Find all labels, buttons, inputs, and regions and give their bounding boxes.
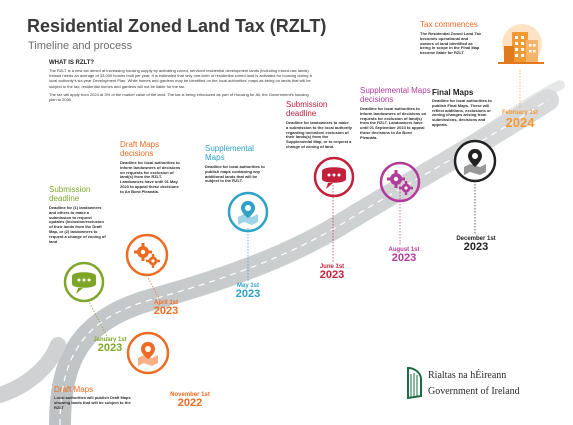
date-month-day: June 1st: [319, 264, 345, 270]
intro-paragraph-1: The RZLT is a new tax aimed at increasin…: [49, 68, 312, 89]
milestone-submission-deadline-1: Submission deadline Deadline for (1) lan…: [49, 185, 109, 244]
milestone-description: Local authorities will publish Draft Map…: [54, 395, 131, 410]
milestone-date: December 1st 2023: [455, 236, 497, 253]
intro-heading: WHAT IS RZLT?: [49, 60, 95, 66]
milestone-description: Deadline for (1) landowners and others t…: [49, 205, 106, 244]
milestone-title: Supplemental Maps decisions: [360, 86, 431, 104]
milestone-title: Tax commences: [420, 20, 478, 29]
date-year: 2022: [177, 397, 203, 409]
speech-bubble-icon: [313, 156, 355, 198]
milestone-date: January 1st 2023: [90, 337, 130, 354]
milestone-draft-maps: Draft Maps Local authorities will publis…: [54, 385, 134, 410]
date-year: 2024: [505, 115, 535, 130]
buildings-icon: [498, 24, 544, 64]
milestone-date: May 1st 2023: [230, 283, 266, 300]
date-year: 2023: [391, 252, 417, 264]
milestone-date: February 1st 2024: [500, 110, 540, 129]
intro-body: The RZLT is a new tax aimed at increasin…: [49, 68, 314, 105]
date-month-day: May 1st: [236, 283, 259, 289]
milestone-title: Supplemental Maps: [205, 144, 254, 162]
date-month-day: April 1st: [153, 300, 178, 306]
harp-icon: [407, 366, 422, 400]
speech-bubble-icon: [63, 261, 105, 303]
date-year: 2023: [319, 269, 345, 281]
date-year: 2023: [463, 241, 489, 253]
milestone-tax-commences: Tax commences The Residential Zoned Land…: [420, 20, 482, 56]
date-year: 2023: [153, 305, 179, 317]
milestone-title: Draft Maps: [54, 385, 94, 394]
milestone-date: April 1st 2023: [148, 300, 184, 317]
date-month-day: January 1st: [93, 337, 127, 343]
page-subtitle: Timeline and process: [28, 40, 133, 52]
milestone-title: Submission deadline: [49, 185, 91, 203]
date-year: 2023: [97, 342, 123, 354]
milestone-description: The Residential Zoned Land Tax becomes o…: [420, 31, 482, 56]
gears-icon: [379, 161, 421, 203]
milestone-date: June 1st 2023: [312, 264, 352, 281]
intro-paragraph-2: The tax will apply from 2024 at 3% of th…: [49, 91, 309, 103]
date-month-day: December 1st: [456, 236, 496, 242]
milestone-title: Submission deadline: [286, 100, 328, 118]
milestone-title: Final Maps: [432, 88, 474, 97]
milestone-date: November 1st 2022: [170, 392, 210, 409]
map-pin-icon: [126, 331, 170, 375]
date-month-day: February 1st: [501, 110, 538, 116]
milestone-supplemental-maps: Supplemental Maps Deadline for local aut…: [205, 144, 265, 184]
milestone-final-maps: Final Maps Deadline for local authoritie…: [432, 88, 500, 128]
page-title: Residential Zoned Land Tax (RZLT): [27, 16, 327, 36]
date-year: 2023: [235, 288, 261, 300]
milestone-description: Deadline for local authorities to publis…: [432, 98, 492, 127]
date-month-day: August 1st: [388, 247, 420, 253]
government-name-english: Government of Ireland: [428, 386, 520, 397]
map-pin-icon: [453, 139, 497, 183]
milestone-description: Deadline for local authorities to inform…: [120, 160, 181, 194]
milestone-description: Deadline for local authorities to publis…: [205, 164, 265, 184]
milestone-supplemental-maps-decisions: Supplemental Maps decisions Deadline for…: [360, 86, 432, 141]
milestone-date: August 1st 2023: [384, 247, 424, 264]
milestone-description: Deadline for local authorities to inform…: [360, 106, 427, 140]
milestone-submission-deadline-2: Submission deadline Deadline for landown…: [286, 100, 352, 150]
date-month-day: November 1st: [170, 392, 210, 398]
milestone-description: Deadline for landowners to make a submis…: [286, 120, 353, 149]
milestone-title: Draft Maps decisions: [120, 140, 160, 158]
map-pin-icon: [227, 191, 269, 233]
government-name-irish: Rialtas na hÉireann: [428, 370, 507, 381]
milestone-draft-maps-decisions: Draft Maps decisions Deadline for local …: [120, 140, 182, 195]
gears-icon: [125, 233, 169, 277]
